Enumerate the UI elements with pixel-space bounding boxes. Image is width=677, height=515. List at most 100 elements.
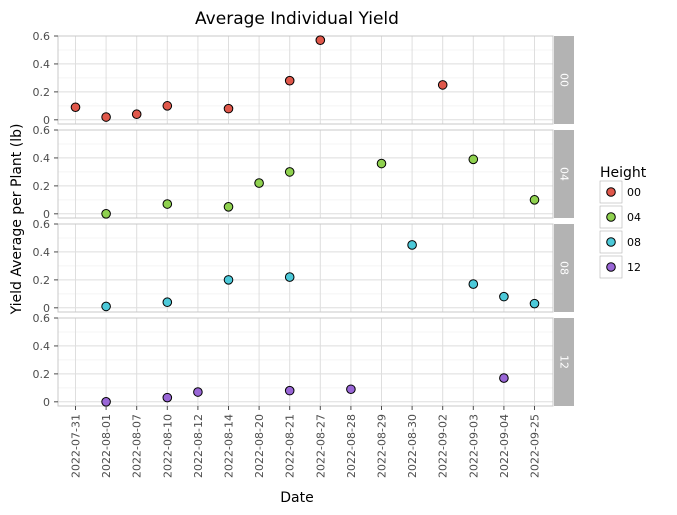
data-point	[468, 279, 479, 289]
panel-background	[58, 130, 553, 218]
y-tick-label: 0.4	[33, 58, 51, 71]
y-tick-label: 0.6	[33, 312, 51, 325]
panel-background	[58, 36, 553, 124]
panel-background	[58, 318, 553, 406]
legend-item-12: 12	[599, 255, 641, 279]
y-tick-label: 0.4	[33, 246, 51, 259]
y-tick-label: 0	[43, 114, 50, 127]
data-point	[254, 178, 264, 188]
x-tick-label: 2022-08-20	[253, 414, 266, 478]
data-point	[131, 109, 142, 120]
data-point	[529, 298, 540, 309]
facet-strip	[554, 318, 574, 406]
y-tick-label: 0.2	[33, 86, 51, 99]
data-point	[529, 195, 540, 205]
legend-item-00: 00	[599, 180, 641, 204]
y-tick-label: 0.4	[33, 340, 51, 353]
legend: Height 00 04 08 12	[599, 165, 647, 279]
data-point	[499, 373, 509, 383]
data-point	[499, 291, 509, 302]
panel-border	[57, 317, 554, 407]
facet-strip	[554, 36, 574, 124]
x-tick-label: 2022-08-12	[192, 414, 205, 478]
y-axis-title: Yield Average per Plant (lb)	[9, 124, 25, 316]
facet-panels: 00.20.40.60000.20.40.60400.20.40.60800.2…	[33, 30, 574, 409]
data-point	[223, 103, 234, 114]
y-tick-label: 0	[43, 208, 50, 221]
facet-strip-label: 12	[558, 355, 571, 369]
x-tick-label: 2022-08-01	[100, 414, 113, 478]
data-point	[162, 297, 173, 308]
data-point	[223, 275, 234, 285]
legend-label: 00	[627, 186, 641, 199]
facet-strip-label: 04	[558, 167, 571, 181]
data-point	[437, 80, 448, 90]
chart-title: Average Individual Yield	[195, 9, 399, 29]
panel-background	[58, 224, 553, 312]
y-tick-label: 0	[43, 302, 50, 315]
data-point	[407, 240, 417, 250]
facet-strip-label: 00	[558, 73, 571, 87]
data-point	[284, 385, 295, 396]
y-tick-label: 0.2	[33, 274, 51, 287]
data-point	[284, 75, 295, 86]
data-point	[468, 154, 479, 165]
y-tick-label: 0.2	[33, 368, 51, 381]
data-point	[101, 301, 111, 312]
x-tick-label: 2022-08-21	[284, 414, 297, 478]
data-point	[101, 112, 111, 122]
legend-label: 12	[627, 261, 641, 274]
legend-item-08: 08	[599, 230, 641, 254]
x-axis-title: Date	[280, 490, 313, 506]
data-point	[284, 167, 295, 177]
y-tick-label: 0	[43, 396, 50, 409]
x-tick-label: 2022-09-04	[498, 414, 511, 478]
y-tick-label: 0.2	[33, 180, 51, 193]
legend-label: 04	[627, 211, 641, 224]
y-tick-label: 0.4	[33, 152, 51, 165]
data-point	[70, 102, 81, 113]
x-axis-ticks: 2022-07-31 2022-08-01 2022-08-07 2022-08-10…	[70, 406, 542, 478]
x-tick-label: 2022-08-29	[376, 414, 389, 478]
data-point	[101, 397, 111, 407]
x-tick-label: 2022-08-07	[131, 414, 144, 478]
legend-label: 08	[627, 236, 641, 249]
facet-strip	[554, 224, 574, 312]
data-point	[162, 199, 173, 209]
y-tick-label: 0.6	[33, 30, 51, 43]
data-point	[162, 392, 173, 403]
x-tick-label: 2022-07-31	[70, 414, 83, 478]
legend-marker	[606, 237, 616, 247]
legend-item-04: 04	[599, 205, 641, 229]
panel-border	[57, 223, 554, 313]
facet-panel-12: 0 0.2 0.4 0.6 12	[33, 312, 574, 409]
legend-title: Height	[600, 165, 647, 181]
facet-panel-00: 0 0.2 0.4 0.6 00	[33, 30, 574, 127]
x-tick-label: 2022-08-10	[161, 414, 174, 478]
facet-strip	[554, 130, 574, 218]
facet-panel-04: 0 0.2 0.4 0.6 04	[33, 124, 574, 221]
legend-marker	[606, 187, 616, 197]
x-tick-label: 2022-08-14	[223, 414, 236, 478]
y-tick-label: 0.6	[33, 218, 51, 231]
panel-border	[57, 129, 554, 219]
data-point	[162, 101, 173, 111]
data-point	[346, 384, 356, 395]
data-point	[376, 158, 387, 169]
data-point	[223, 202, 234, 212]
x-tick-label: 2022-08-27	[314, 414, 327, 478]
data-point	[315, 35, 326, 45]
legend-marker	[606, 212, 616, 222]
facet-panel-08: 0 0.2 0.4 0.6 08	[33, 218, 574, 315]
legend-marker	[606, 262, 616, 272]
x-tick-label: 2022-09-02	[437, 414, 450, 478]
y-tick-label: 0.6	[33, 124, 51, 137]
panel-border	[57, 35, 554, 125]
data-point	[284, 272, 295, 282]
data-point	[101, 209, 111, 219]
x-tick-label: 2022-08-30	[406, 414, 419, 478]
x-tick-label: 2022-08-28	[345, 414, 358, 478]
x-tick-label: 2022-09-03	[467, 414, 480, 478]
x-tick-label: 2022-09-25	[529, 414, 542, 478]
